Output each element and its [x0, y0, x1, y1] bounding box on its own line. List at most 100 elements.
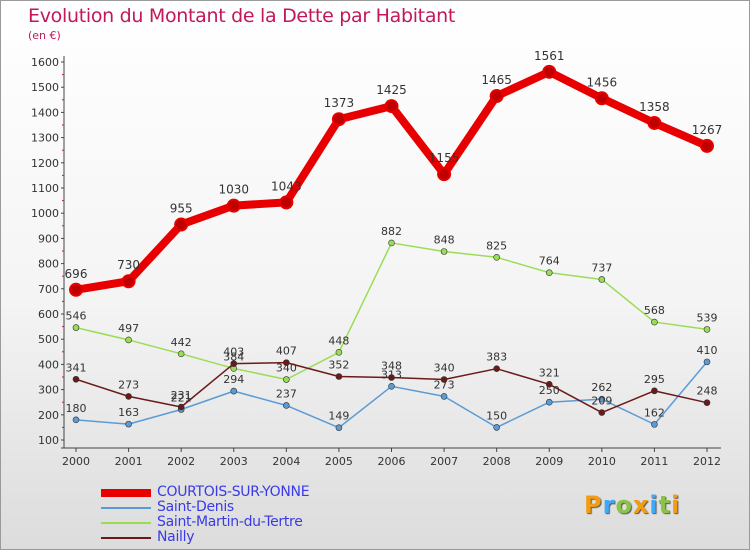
series-point — [283, 376, 290, 383]
series-point — [177, 350, 185, 358]
data-label: 1561 — [534, 49, 565, 63]
data-label: 295 — [644, 373, 665, 386]
series-point — [72, 324, 80, 331]
series-point — [440, 393, 448, 400]
x-tick-label: 2001 — [115, 455, 143, 468]
legend-item: Saint-Martin-du-Tertre — [101, 514, 361, 530]
y-tick-label: 1500 — [31, 81, 59, 94]
series-point — [651, 387, 658, 395]
y-tick-label: 1400 — [31, 106, 59, 119]
series-point — [598, 395, 606, 403]
data-label: 163 — [118, 406, 139, 419]
series-point — [388, 239, 395, 247]
data-label: 348 — [381, 360, 402, 373]
y-tick-label: 1100 — [31, 182, 59, 195]
data-label: 730 — [117, 258, 140, 272]
y-tick-label: 1200 — [31, 157, 59, 170]
data-label: 497 — [118, 322, 139, 335]
data-label: 448 — [328, 334, 349, 347]
data-label: 262 — [591, 381, 612, 394]
series-point — [283, 359, 290, 366]
legend: COURTOIS-SUR-YONNE Saint-Denis Saint-Marti… — [101, 484, 361, 545]
y-tick-label: 200 — [38, 409, 59, 422]
data-label: 825 — [486, 239, 507, 252]
y-tick-label: 700 — [38, 283, 59, 296]
data-label: 1456 — [587, 75, 618, 89]
legend-swatch — [101, 522, 151, 524]
proxiti-logo: Proxiti — [584, 491, 681, 519]
y-tick-label: 100 — [38, 434, 59, 447]
legend-item: Saint-Denis — [101, 499, 361, 515]
series-point — [174, 217, 189, 232]
series-point — [703, 326, 711, 333]
y-tick-label: 800 — [38, 258, 59, 271]
data-label: 237 — [276, 387, 297, 400]
data-label: 546 — [66, 310, 87, 323]
x-tick-label: 2008 — [483, 455, 511, 468]
legend-item: Nailly — [101, 529, 361, 545]
series-point — [230, 387, 238, 395]
series-point — [121, 274, 136, 289]
data-label: 442 — [171, 336, 192, 349]
series-point — [230, 360, 238, 367]
data-label: 248 — [697, 385, 718, 398]
legend-label: Saint-Denis — [157, 499, 234, 515]
series-point — [177, 403, 185, 411]
y-tick-label: 400 — [38, 358, 59, 371]
data-label: 696 — [65, 267, 88, 281]
series-point — [279, 195, 294, 210]
series-point — [594, 91, 609, 106]
series-point — [545, 381, 553, 388]
data-label: 209 — [591, 395, 612, 408]
series-point — [283, 402, 290, 409]
y-tick-label: 500 — [38, 333, 59, 346]
series-point — [125, 336, 132, 344]
data-label: 162 — [644, 406, 665, 419]
y-tick-label: 600 — [38, 308, 59, 321]
series-point — [493, 365, 500, 372]
series-point — [545, 398, 553, 406]
data-label: 737 — [591, 261, 612, 274]
data-label: 340 — [434, 362, 455, 375]
series-point — [545, 269, 553, 276]
chart-title: Evolution du Montant de la Dette par Hab… — [28, 5, 456, 27]
data-label: 294 — [223, 373, 244, 386]
series-point — [493, 253, 500, 261]
data-label: 882 — [381, 225, 402, 238]
series-point — [331, 112, 346, 127]
data-label: 1030 — [218, 183, 249, 197]
series-point — [437, 167, 452, 182]
series-point — [440, 376, 448, 383]
legend-swatch — [101, 507, 151, 509]
data-label: 231 — [171, 389, 192, 402]
unit-label: (en €) — [28, 29, 61, 42]
series-point — [388, 383, 395, 390]
series-point — [598, 409, 606, 416]
series-point — [493, 424, 500, 431]
series-point — [69, 282, 83, 297]
series-point — [335, 349, 343, 356]
series-point — [125, 420, 132, 428]
series-point — [542, 64, 557, 79]
data-label: 568 — [644, 304, 665, 317]
series-point — [651, 421, 658, 428]
series-point — [335, 424, 343, 431]
series-point — [651, 318, 658, 326]
data-label: 273 — [434, 378, 455, 391]
y-tick-label: 900 — [38, 232, 59, 245]
data-label: 321 — [539, 366, 560, 379]
x-tick-label: 2000 — [62, 455, 90, 468]
series-point — [703, 358, 711, 366]
legend-item: COURTOIS-SUR-YONNE — [101, 484, 361, 500]
data-label: 273 — [118, 378, 139, 391]
data-label: 1267 — [692, 123, 723, 137]
data-label: 764 — [539, 255, 560, 268]
x-tick-label: 2007 — [430, 455, 458, 468]
series-point — [703, 399, 711, 407]
data-label: 1043 — [271, 179, 302, 193]
series-point — [72, 375, 80, 383]
series-point — [72, 416, 80, 424]
y-tick-label: 1000 — [31, 207, 59, 220]
